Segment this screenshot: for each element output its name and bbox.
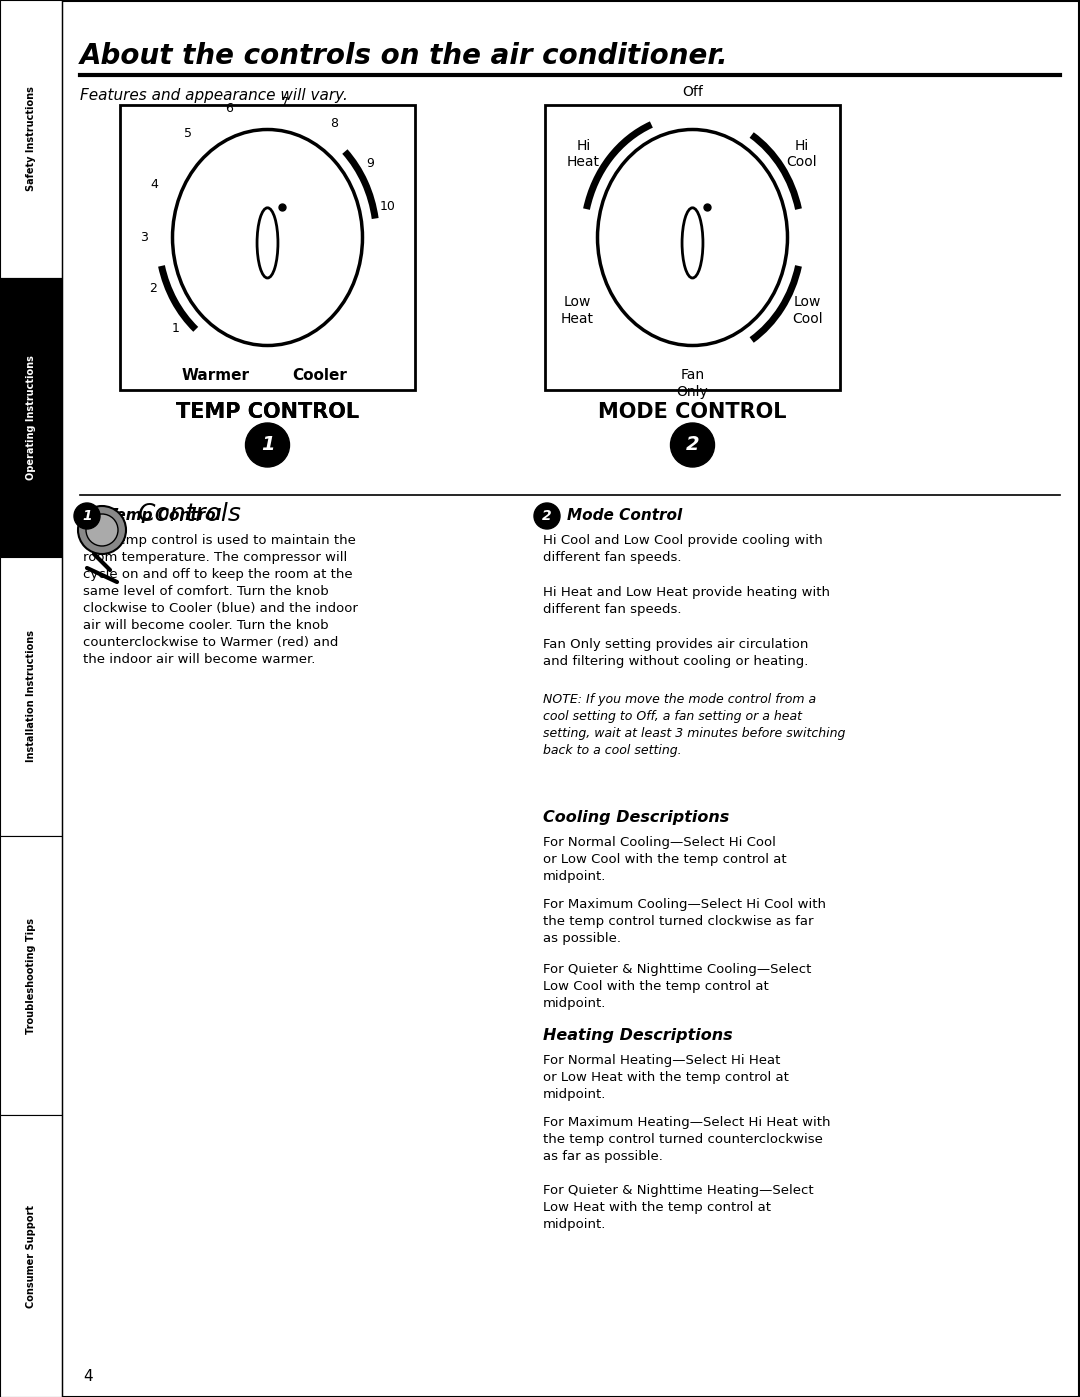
Bar — [545, 105, 840, 390]
Bar — [0, 1115, 62, 1397]
Text: Cooling Descriptions: Cooling Descriptions — [543, 810, 729, 826]
Text: Heating Descriptions: Heating Descriptions — [543, 1028, 732, 1044]
Text: Controls: Controls — [138, 502, 242, 527]
Text: TEMP CONTROL: TEMP CONTROL — [176, 402, 359, 422]
Text: 8: 8 — [330, 117, 338, 130]
Text: Hi
Cool: Hi Cool — [786, 138, 816, 169]
Text: Low
Cool: Low Cool — [793, 295, 823, 326]
Text: Low
Heat: Low Heat — [561, 295, 594, 326]
Text: and filtering without cooling or heating.: and filtering without cooling or heating… — [543, 655, 808, 668]
Circle shape — [534, 503, 561, 529]
Circle shape — [245, 423, 289, 467]
Text: Warmer: Warmer — [181, 367, 249, 383]
Text: NOTE: If you move the mode control from a: NOTE: If you move the mode control from … — [543, 693, 816, 705]
Text: Mode Control: Mode Control — [567, 509, 683, 522]
Text: Hi
Heat: Hi Heat — [567, 138, 600, 169]
Text: MODE CONTROL: MODE CONTROL — [598, 402, 786, 422]
Text: clockwise to Cooler (blue) and the indoor: clockwise to Cooler (blue) and the indoo… — [83, 602, 357, 615]
Text: For Normal Heating—Select Hi Heat: For Normal Heating—Select Hi Heat — [543, 1053, 781, 1067]
Circle shape — [75, 503, 100, 529]
Text: For Maximum Heating—Select Hi Heat with: For Maximum Heating—Select Hi Heat with — [543, 1116, 831, 1129]
Text: Hi Heat and Low Heat provide heating with: Hi Heat and Low Heat provide heating wit… — [543, 585, 831, 599]
Text: For Quieter & Nighttime Heating—Select: For Quieter & Nighttime Heating—Select — [543, 1185, 813, 1197]
Text: Off: Off — [683, 84, 703, 99]
Text: midpoint.: midpoint. — [543, 1218, 606, 1231]
Text: midpoint.: midpoint. — [543, 997, 606, 1010]
Text: 4: 4 — [150, 177, 158, 191]
Text: 6: 6 — [226, 102, 233, 115]
Circle shape — [86, 514, 118, 546]
Bar — [0, 278, 62, 557]
Text: 2: 2 — [542, 509, 552, 522]
Text: 5: 5 — [185, 127, 192, 140]
Text: 1: 1 — [260, 436, 274, 454]
Text: air will become cooler. Turn the knob: air will become cooler. Turn the knob — [83, 619, 328, 631]
Circle shape — [671, 423, 715, 467]
Text: or Low Heat with the temp control at: or Low Heat with the temp control at — [543, 1071, 788, 1084]
Text: setting, wait at least 3 minutes before switching: setting, wait at least 3 minutes before … — [543, 726, 846, 740]
Bar — [120, 105, 415, 390]
Text: Low Cool with the temp control at: Low Cool with the temp control at — [543, 981, 769, 993]
Text: 1: 1 — [172, 321, 180, 335]
Bar — [0, 0, 62, 278]
Text: 7: 7 — [281, 96, 288, 109]
Text: Temp Control: Temp Control — [107, 509, 221, 522]
Text: same level of comfort. Turn the knob: same level of comfort. Turn the knob — [83, 585, 328, 598]
Ellipse shape — [597, 130, 787, 345]
Text: 3: 3 — [140, 231, 148, 244]
Text: cool setting to Off, a fan setting or a heat: cool setting to Off, a fan setting or a … — [543, 710, 802, 724]
Text: back to a cool setting.: back to a cool setting. — [543, 745, 681, 757]
Text: 9: 9 — [367, 156, 375, 170]
Text: Hi Cool and Low Cool provide cooling with: Hi Cool and Low Cool provide cooling wit… — [543, 534, 823, 548]
Text: Fan
Only: Fan Only — [677, 369, 708, 398]
Text: cycle on and off to keep the room at the: cycle on and off to keep the room at the — [83, 569, 353, 581]
Text: Installation Instructions: Installation Instructions — [26, 630, 36, 763]
Text: room temperature. The compressor will: room temperature. The compressor will — [83, 550, 348, 564]
Text: as far as possible.: as far as possible. — [543, 1150, 663, 1162]
Text: the indoor air will become warmer.: the indoor air will become warmer. — [83, 652, 315, 666]
Text: For Maximum Cooling—Select Hi Cool with: For Maximum Cooling—Select Hi Cool with — [543, 898, 826, 911]
Text: different fan speeds.: different fan speeds. — [543, 604, 681, 616]
Ellipse shape — [173, 130, 363, 345]
Ellipse shape — [683, 208, 703, 278]
Bar — [0, 835, 62, 1115]
Text: About the controls on the air conditioner.: About the controls on the air conditione… — [80, 42, 729, 70]
Text: midpoint.: midpoint. — [543, 870, 606, 883]
Text: Operating Instructions: Operating Instructions — [26, 355, 36, 481]
Text: For Normal Cooling—Select Hi Cool: For Normal Cooling—Select Hi Cool — [543, 835, 775, 849]
Text: midpoint.: midpoint. — [543, 1088, 606, 1101]
Bar — [0, 557, 62, 835]
Text: counterclockwise to Warmer (red) and: counterclockwise to Warmer (red) and — [83, 636, 338, 650]
Text: as possible.: as possible. — [543, 932, 621, 944]
Text: Troubleshooting Tips: Troubleshooting Tips — [26, 918, 36, 1034]
Text: Features and appearance will vary.: Features and appearance will vary. — [80, 88, 348, 103]
Text: 10: 10 — [379, 200, 395, 214]
Text: 4: 4 — [83, 1369, 93, 1384]
Text: or Low Cool with the temp control at: or Low Cool with the temp control at — [543, 854, 786, 866]
Text: The temp control is used to maintain the: The temp control is used to maintain the — [83, 534, 356, 548]
Text: Consumer Support: Consumer Support — [26, 1204, 36, 1308]
Text: the temp control turned clockwise as far: the temp control turned clockwise as far — [543, 915, 813, 928]
Text: 1: 1 — [82, 509, 92, 522]
Text: the temp control turned counterclockwise: the temp control turned counterclockwise — [543, 1133, 823, 1146]
Text: TEMP CONTROL: TEMP CONTROL — [176, 402, 359, 422]
Text: Fan Only setting provides air circulation: Fan Only setting provides air circulatio… — [543, 638, 808, 651]
Ellipse shape — [257, 208, 278, 278]
Text: different fan speeds.: different fan speeds. — [543, 550, 681, 564]
Text: For Quieter & Nighttime Cooling—Select: For Quieter & Nighttime Cooling—Select — [543, 963, 811, 977]
Text: 2: 2 — [686, 436, 700, 454]
Circle shape — [78, 506, 126, 555]
Text: Low Heat with the temp control at: Low Heat with the temp control at — [543, 1201, 771, 1214]
Text: Cooler: Cooler — [293, 367, 347, 383]
Text: 2: 2 — [149, 282, 158, 295]
Text: Safety Instructions: Safety Instructions — [26, 87, 36, 191]
